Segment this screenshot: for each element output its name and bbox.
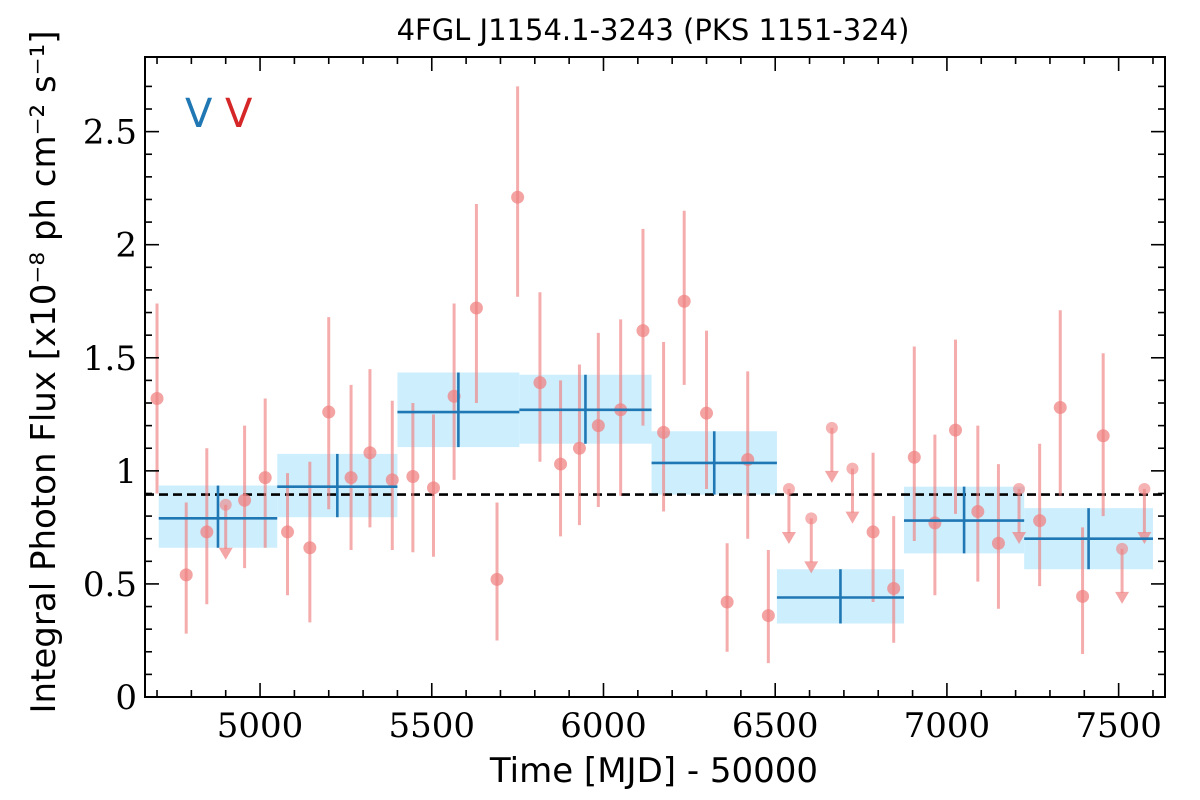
monthly-point: [303, 541, 317, 555]
monthly-point: [949, 423, 963, 437]
monthly-point: [700, 406, 714, 420]
upper-limit-arrow: [824, 470, 839, 483]
monthly-point: [572, 441, 586, 455]
upper-limit-arrow: [845, 511, 860, 524]
upper-limit-point: [825, 421, 838, 434]
monthly-upper-limits: [218, 421, 1152, 604]
x-axis-label: Time [MJD] - 50000: [489, 751, 818, 791]
monthly-point: [591, 419, 605, 433]
monthly-point: [200, 525, 214, 539]
y-tick-label: 2.5: [83, 113, 137, 153]
monthly-point: [322, 405, 336, 419]
y-axis-ticks: 0 0.5 1 1.5 2 2.5: [83, 85, 1165, 718]
x-tick-label: 6500: [732, 706, 819, 746]
monthly-point: [991, 536, 1005, 550]
y-tick-label: 0.5: [83, 565, 137, 605]
monthly-point: [363, 446, 377, 460]
upper-limit-point: [1138, 482, 1151, 495]
y-tick-label: 1.5: [83, 339, 137, 379]
chart-title: 4FGL J1154.1-3243 (PKS 1151-324): [397, 13, 910, 47]
monthly-detections: [150, 86, 1110, 664]
monthly-point: [677, 294, 691, 308]
monthly-point: [720, 595, 734, 609]
monthly-point: [1076, 589, 1090, 603]
upper-limit-point: [846, 462, 859, 475]
monthly-point: [511, 190, 525, 204]
yearly-variability-flag: V: [185, 91, 213, 137]
monthly-point: [179, 568, 193, 582]
monthly-point: [761, 609, 775, 623]
monthly-point: [887, 581, 901, 595]
plot-frame: [144, 56, 1166, 698]
monthly-point: [490, 572, 504, 586]
monthly-point: [1096, 429, 1110, 443]
upper-limit-arrow: [804, 561, 819, 574]
upper-limit-point: [1116, 542, 1129, 555]
x-axis-ticks: 5000 5500 6000 6500 7000 7500: [156, 57, 1162, 746]
monthly-point: [928, 516, 942, 530]
upper-limit-arrow: [781, 531, 796, 544]
variability-flags: V V: [185, 91, 253, 137]
monthly-point: [469, 301, 483, 315]
monthly-variability-flag: V: [225, 91, 253, 137]
x-tick-label: 5500: [389, 706, 476, 746]
monthly-point: [385, 473, 399, 487]
monthly-point: [657, 425, 671, 439]
monthly-point: [150, 391, 164, 405]
monthly-point: [258, 471, 272, 485]
upper-limit-point: [782, 482, 795, 495]
y-tick-label: 1: [115, 452, 137, 492]
x-tick-label: 5000: [217, 706, 304, 746]
monthly-point: [866, 525, 880, 539]
y-axis-label: Integral Photon Flux [x10⁻⁸ ph cm⁻² s⁻¹]: [24, 30, 64, 713]
monthly-point: [344, 471, 358, 485]
upper-limit-arrow: [1115, 591, 1130, 604]
monthly-point: [554, 457, 568, 471]
monthly-point: [971, 505, 985, 519]
monthly-point: [1033, 514, 1047, 528]
upper-limit-point: [219, 498, 232, 511]
monthly-point: [907, 450, 921, 464]
monthly-point: [406, 470, 420, 484]
x-tick-label: 7000: [904, 706, 991, 746]
yearly-bins: [158, 372, 1153, 624]
monthly-point: [533, 376, 547, 390]
upper-limit-arrow: [1012, 531, 1027, 544]
yearly-bands: [158, 372, 1153, 624]
y-tick-label: 2: [115, 226, 137, 266]
x-tick-label: 7500: [1075, 706, 1162, 746]
monthly-point: [636, 324, 650, 338]
y-tick-label: 0: [115, 678, 137, 718]
monthly-point: [426, 481, 440, 495]
monthly-point: [281, 525, 295, 539]
plot-area: 5000 5500 6000 6500 7000 7500 0 0.5 1 1.5 2 2.5: [83, 56, 1166, 746]
x-tick-label: 6000: [560, 706, 647, 746]
monthly-point: [238, 493, 252, 507]
upper-limit-point: [1013, 482, 1026, 495]
upper-limit-arrow: [218, 547, 233, 560]
monthly-point: [1053, 401, 1067, 415]
upper-limit-point: [805, 512, 818, 525]
